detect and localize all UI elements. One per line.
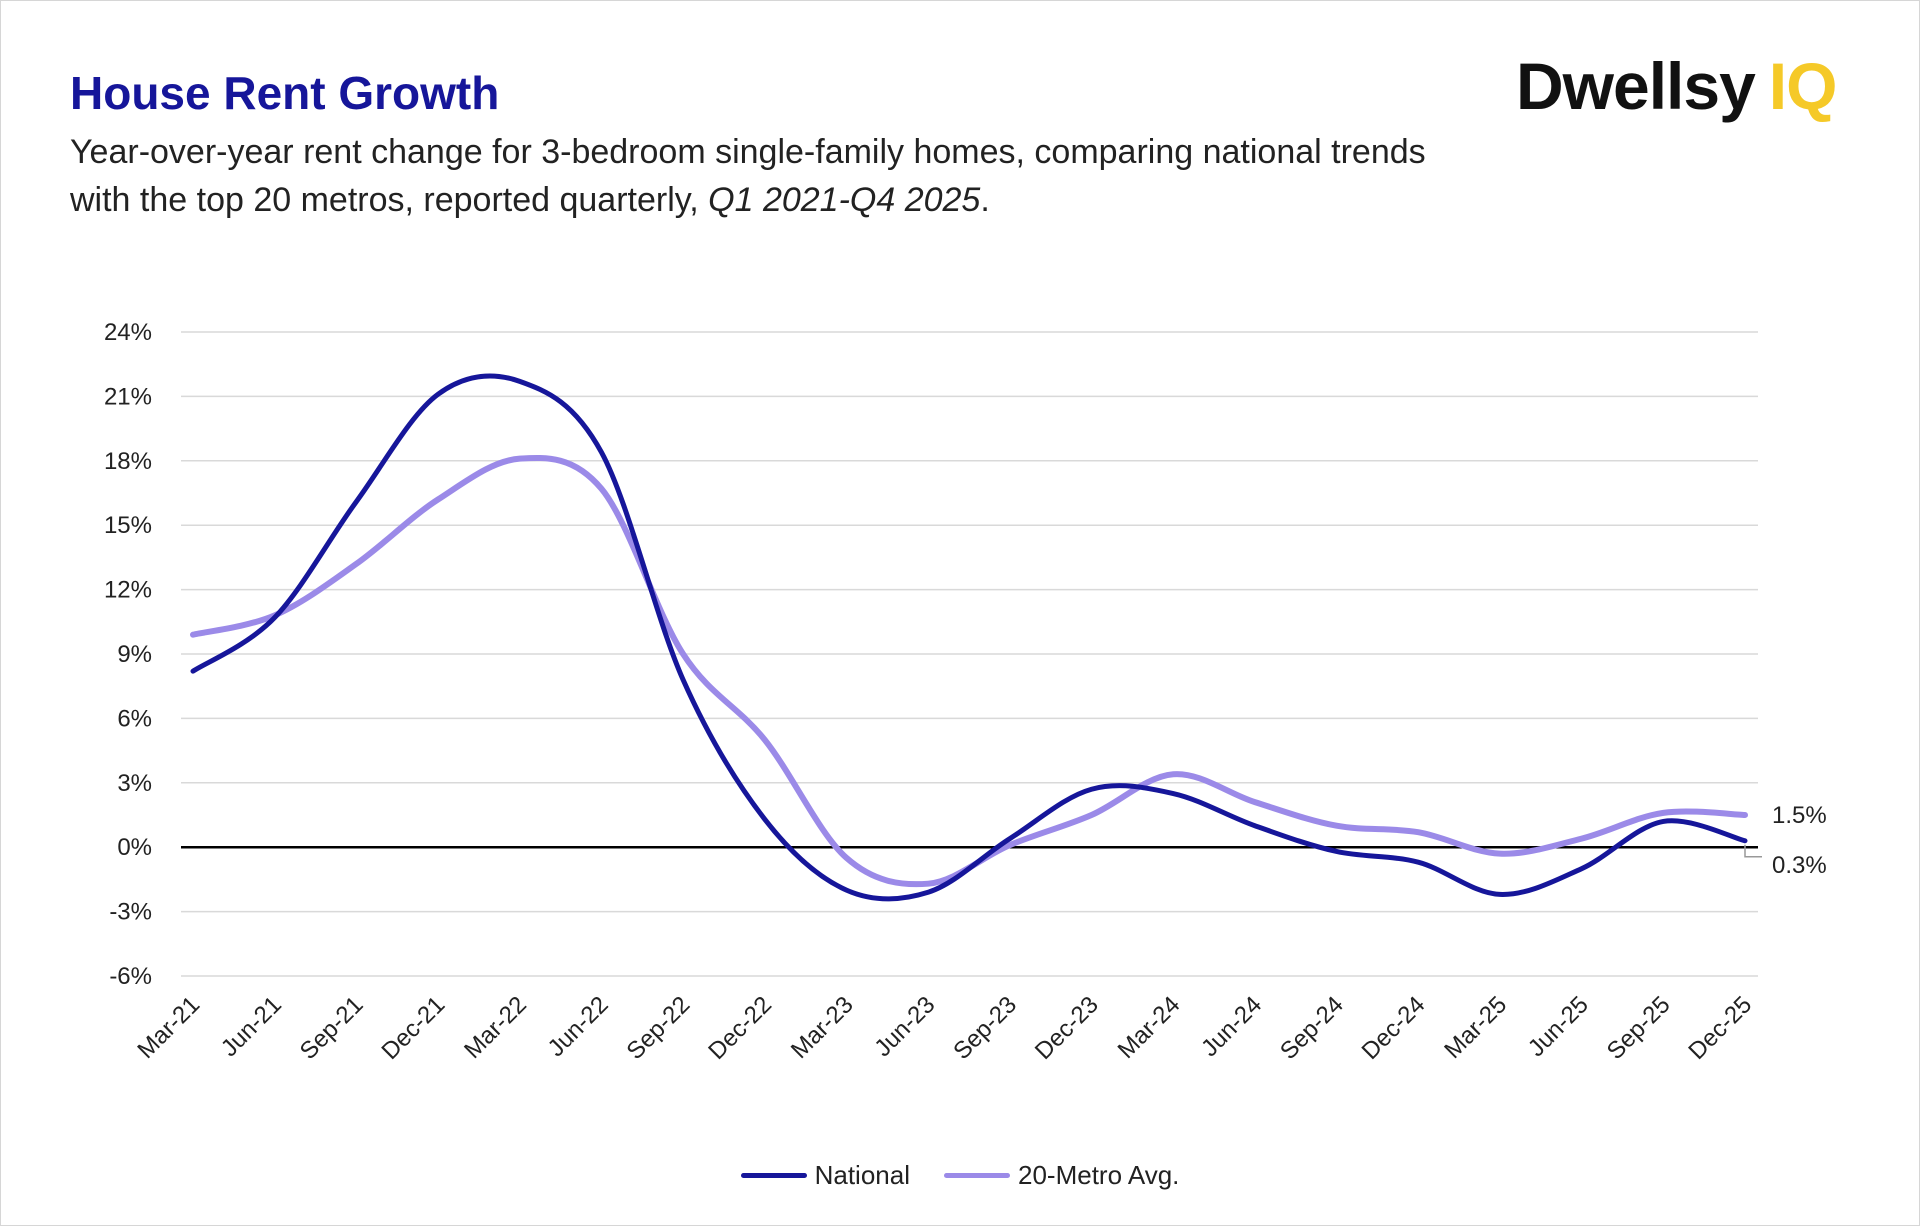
legend-item-national: National xyxy=(740,1160,910,1191)
x-tick-label: Dec-24 xyxy=(1357,991,1431,1065)
x-tick-label: Dec-22 xyxy=(703,991,777,1065)
y-tick-label: 15% xyxy=(104,512,152,539)
chart-title: House Rent Growth xyxy=(70,67,500,119)
y-tick-label: 6% xyxy=(117,705,152,732)
x-tick-label: Jun-21 xyxy=(216,991,287,1062)
y-tick-label: 9% xyxy=(117,641,152,668)
legend-label-national: National xyxy=(814,1160,910,1190)
x-tick-label: Mar-22 xyxy=(459,991,532,1064)
series-line-metro xyxy=(190,454,1748,888)
legend: National 20-Metro Avg. xyxy=(0,1160,1920,1191)
x-tick-label: Dec-25 xyxy=(1683,991,1757,1065)
legend-swatch-national xyxy=(740,1173,807,1178)
x-tick-label: Sep-25 xyxy=(1602,991,1676,1065)
subtitle-period: Q1 2021-Q4 2025 xyxy=(708,181,981,219)
x-tick-label: Sep-21 xyxy=(295,991,369,1065)
x-tick-label: Sep-23 xyxy=(948,991,1022,1065)
series-line-national xyxy=(190,373,1748,902)
logo-text: Dwellsy xyxy=(1516,49,1756,123)
legend-label-metro: 20-Metro Avg. xyxy=(1018,1160,1180,1190)
x-tick-label: Dec-23 xyxy=(1030,991,1104,1065)
x-tick-label: Dec-21 xyxy=(376,991,450,1065)
end-label-national: 0.3% xyxy=(1772,852,1827,879)
x-tick-label: Jun-25 xyxy=(1523,991,1594,1062)
subtitle-text: Year-over-year rent change for 3-bedroom… xyxy=(70,133,1426,219)
x-tick-label: Mar-21 xyxy=(132,991,205,1064)
end-label-metro: 1.5% xyxy=(1772,802,1827,829)
legend-swatch-metro xyxy=(944,1173,1010,1178)
x-tick-label: Mar-24 xyxy=(1113,991,1186,1064)
logo-suffix: IQ xyxy=(1768,49,1838,123)
y-tick-label: 0% xyxy=(117,834,152,861)
x-tick-label: Sep-24 xyxy=(1275,991,1349,1065)
x-tick-label: Jun-23 xyxy=(869,991,940,1062)
y-tick-label: -3% xyxy=(109,899,152,926)
x-tick-label: Mar-23 xyxy=(786,991,859,1064)
y-tick-label: 24% xyxy=(104,319,152,346)
x-tick-label: Jun-22 xyxy=(543,991,614,1062)
x-tick-label: Sep-22 xyxy=(622,991,696,1065)
y-tick-label: 21% xyxy=(104,383,152,410)
y-tick-label: 3% xyxy=(117,770,152,797)
chart-subtitle: Year-over-year rent change for 3-bedroom… xyxy=(70,128,1470,224)
x-tick-label: Mar-25 xyxy=(1439,991,1512,1064)
y-tick-label: -6% xyxy=(109,963,152,990)
legend-item-metro: 20-Metro Avg. xyxy=(944,1160,1179,1191)
y-tick-label: 18% xyxy=(104,448,152,475)
end-label-leader xyxy=(1744,844,1762,858)
y-tick-label: 12% xyxy=(104,577,152,604)
dwellsy-iq-logo: Dwellsy IQ xyxy=(1516,48,1838,124)
subtitle-end: . xyxy=(980,181,990,219)
x-tick-label: Jun-24 xyxy=(1196,991,1267,1062)
